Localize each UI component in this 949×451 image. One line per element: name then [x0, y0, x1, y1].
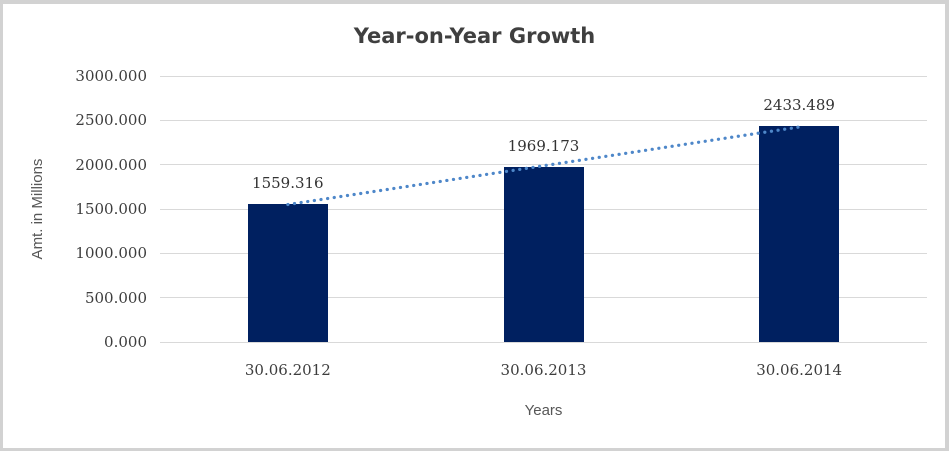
data-label: 2433.489	[763, 96, 835, 115]
gridline	[160, 119, 927, 121]
bar-30.06.2012	[247, 203, 328, 342]
bar-30.06.2014	[759, 126, 840, 342]
y-axis-tick-label: 3000.000	[75, 67, 147, 85]
x-axis-category-label: 30.06.2014	[756, 361, 843, 379]
y-axis-tick-label: 1000.000	[75, 244, 147, 263]
data-label: 1559.316	[252, 173, 324, 192]
x-axis-category-label: 30.06.2012	[244, 361, 331, 379]
y-axis-tick-label: 1500.000	[75, 200, 147, 218]
x-axis-title: Years	[524, 402, 563, 419]
bar-30.06.2013	[503, 167, 584, 342]
y-axis-tick-label: 0.000	[104, 333, 147, 351]
x-axis-category-label: 30.06.2013	[500, 361, 587, 379]
y-axis-tick-label: 500.000	[84, 288, 147, 307]
gridline	[160, 75, 927, 77]
y-axis-tick-label: 2500.000	[75, 111, 147, 130]
chart-title: Year-on-Year Growth	[353, 24, 596, 48]
data-label: 1969.173	[507, 137, 580, 156]
y-axis-tick-label: 2000.000	[75, 155, 147, 174]
gridline	[160, 341, 927, 343]
